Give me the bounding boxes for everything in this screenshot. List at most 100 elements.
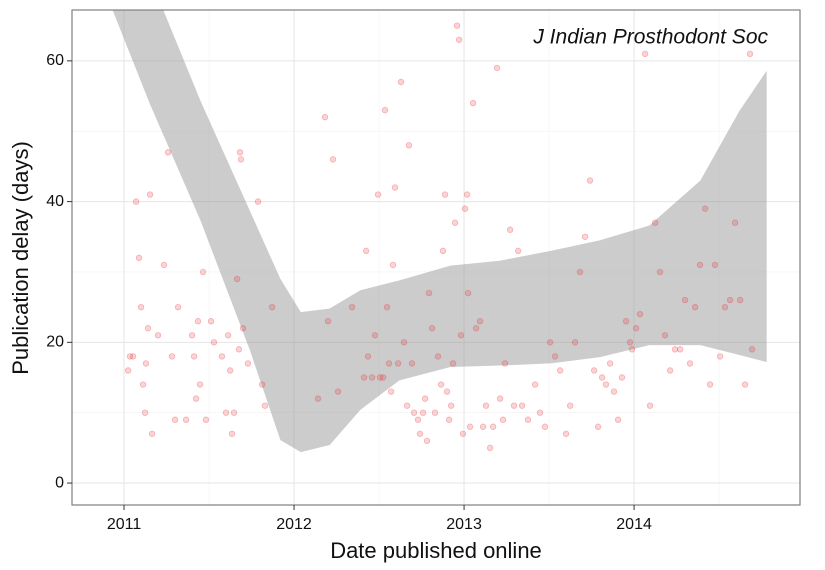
point [258,381,266,388]
point [237,156,245,163]
point [541,423,549,430]
point [493,64,501,72]
point [148,430,156,437]
point [124,367,132,374]
point [268,303,276,311]
point [364,353,372,360]
point [676,346,684,353]
point [410,409,418,416]
point [636,310,644,318]
y-tick-label: 0 [55,474,64,491]
point [671,346,679,353]
point [632,325,640,332]
point [656,268,664,276]
point [746,50,754,58]
point [431,409,439,416]
point [447,402,455,409]
point [235,346,243,353]
point [428,325,436,332]
point [646,402,654,409]
point [224,332,232,339]
point [137,303,145,311]
point [389,261,397,269]
point [261,402,269,409]
point [239,325,247,332]
point [210,339,218,346]
point [486,444,494,452]
point [455,36,463,43]
point [449,360,457,367]
point [168,353,176,360]
point [614,416,622,423]
point [476,318,484,325]
point [207,318,215,325]
point [135,254,143,262]
point [129,353,137,360]
point [499,416,507,423]
point [321,113,329,121]
point [394,360,402,367]
point [194,318,202,325]
point [531,381,539,388]
point [598,374,606,381]
point [696,261,704,269]
y-tick-label: 60 [46,52,64,69]
point [618,374,626,381]
point [379,374,387,381]
point [222,409,230,416]
x-axis-title: Date published online [330,538,542,563]
point [666,367,674,374]
point [437,381,445,388]
point [686,360,694,367]
point [641,50,649,58]
point [334,388,342,395]
point [228,430,236,437]
point [236,149,244,156]
point [174,303,182,311]
point [126,353,134,360]
point [461,205,469,212]
point [202,416,210,423]
point [368,374,376,381]
point [391,184,399,191]
point [622,318,630,325]
point [536,409,544,416]
point [496,395,504,402]
point [479,423,487,430]
point [324,318,332,325]
point [626,339,634,346]
point [400,339,408,346]
x-tick-label: 2013 [446,516,482,533]
point [711,261,719,269]
point [403,402,411,409]
point [385,360,393,367]
point [463,191,471,198]
point [556,367,564,374]
point [466,423,474,430]
point [419,409,427,416]
point [226,367,234,374]
point [423,437,431,445]
point [371,332,379,339]
point [445,416,453,423]
point [142,360,150,367]
point [562,430,570,437]
point [610,388,618,395]
point [518,402,526,409]
point [132,198,140,205]
point [741,381,749,388]
axes: 0 20 40 60 2011 2012 2013 2014 [46,52,652,533]
point [651,219,659,226]
point [329,156,337,163]
point [362,247,370,255]
point [254,198,262,205]
point [706,381,714,388]
point [146,191,154,198]
point [506,226,514,233]
point [576,268,584,276]
marks [112,10,767,453]
x-tick-label: 2014 [616,516,652,533]
point [748,346,756,353]
plot-border [71,9,801,506]
